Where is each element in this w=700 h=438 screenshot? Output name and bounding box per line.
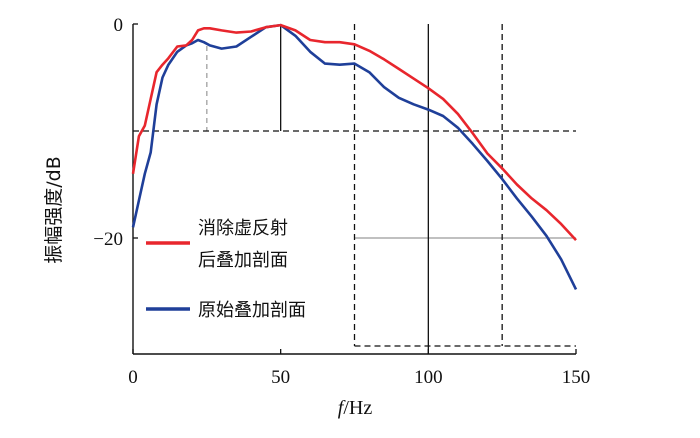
x-tick-label: 0 — [128, 367, 138, 388]
legend-label-deghosted-line1: 消除虚反射 — [198, 218, 288, 239]
x-axis-label-unit: /Hz — [343, 397, 372, 419]
x-tick-label: 100 — [414, 367, 443, 388]
y-tick-label: −20 — [93, 229, 123, 250]
series-line-original — [131, 23, 578, 290]
legend-label-original: 原始叠加剖面 — [198, 300, 306, 321]
x-tick-label: 150 — [562, 367, 591, 388]
legend-label-deghosted-line2: 后叠加剖面 — [198, 250, 288, 271]
x-tick-label: 50 — [271, 367, 290, 388]
plot-area: 0 50 100 150 0 −20 — [93, 15, 590, 388]
series-line-deghosted — [131, 23, 577, 241]
x-axis-label-var: f — [338, 397, 346, 419]
legend: 消除虚反射 后叠加剖面 原始叠加剖面 — [146, 218, 306, 321]
y-axis-label: 振幅强度/dB — [43, 156, 65, 264]
x-axis-label: f/Hz — [338, 397, 373, 419]
y-tick-label: 0 — [114, 15, 124, 36]
